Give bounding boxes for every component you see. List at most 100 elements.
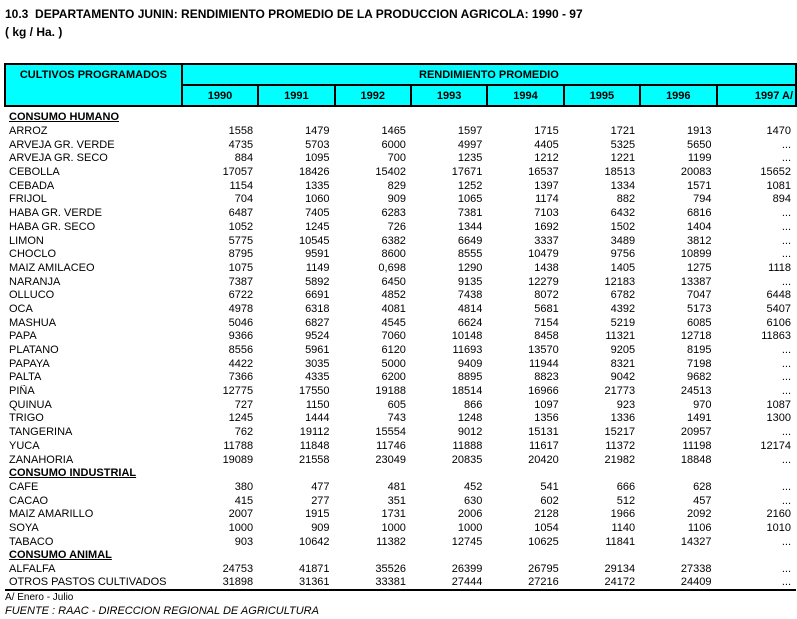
- value-cell: 6000: [381, 138, 406, 151]
- crop-label: CAFE: [9, 480, 39, 493]
- value-cell: 27338: [680, 563, 712, 576]
- value-cell: 4335: [305, 371, 330, 384]
- value-cell: 27444: [410, 576, 488, 592]
- value-cell: 4392: [610, 302, 636, 315]
- value-cell: 12718: [680, 330, 712, 343]
- value-cell: 5703: [305, 138, 330, 151]
- value-cell: 6085: [687, 316, 712, 329]
- header-row-years: 1990 1991 1992 1993 1994 1995 1996 1997 A/: [5, 84, 797, 107]
- value-cell: 6448: [766, 289, 791, 302]
- crop-row: OCA 4978 6318 4081 4814 5681 4392 5173 5407: [5, 303, 796, 317]
- value-cell: 7366: [228, 371, 254, 384]
- value-cell: 3812: [687, 234, 712, 247]
- value-cell: 1721: [610, 125, 636, 138]
- value-cell: 17550: [298, 385, 330, 398]
- value-cell: 6318: [305, 302, 330, 315]
- value-cell: 6432: [610, 207, 636, 220]
- value-cell: 11841: [605, 535, 636, 548]
- value-cell: 7405: [305, 207, 330, 220]
- value-cell: 4735: [228, 138, 254, 151]
- value-cell: 4978: [228, 302, 254, 315]
- value-cell: 5961: [305, 344, 330, 357]
- value-cell: 700: [387, 152, 406, 165]
- value-cell: 6200: [381, 371, 406, 384]
- value-cell: 8600: [381, 248, 406, 261]
- crop-row: ARVEJA GR. SECO 884 1095 700 1235 1212 1221 119…: [5, 152, 796, 166]
- crop-row: HABA GR. SECO 1052 1245 726 1344 1692 1502 1404…: [5, 221, 796, 235]
- value-cell: ...: [781, 563, 791, 576]
- value-cell: 1397: [534, 179, 559, 192]
- value-cell: 7103: [534, 207, 559, 220]
- value-cell: 1558: [228, 125, 254, 138]
- value-cell: 26795: [528, 563, 559, 576]
- crop-row: CAFE 380 477 481 452 541 666 628...: [5, 481, 796, 495]
- value-cell: 11746: [376, 439, 406, 452]
- value-cell: 1000: [381, 521, 406, 534]
- value-cell: 12183: [604, 275, 636, 288]
- value-cell: 17671: [451, 166, 483, 179]
- value-cell: 1731: [381, 508, 406, 521]
- crop-row: FRIJOL 704 1060 909 1065 1174 882 794 894: [5, 193, 796, 207]
- crop-label: TANGERINA: [9, 426, 73, 439]
- value-cell: 1336: [610, 412, 636, 425]
- crop-label: OTROS PASTOS CULTIVADOS: [5, 576, 182, 592]
- value-cell: 24409: [640, 576, 717, 592]
- value-cell: 0,698: [378, 261, 406, 274]
- value-cell: 351: [387, 494, 406, 507]
- value-cell: 1252: [457, 179, 483, 192]
- value-cell: 1118: [768, 261, 791, 274]
- value-cell: 6827: [305, 316, 330, 329]
- crop-label: ALFALFA: [9, 563, 56, 576]
- crop-row: TRIGO 1245 1444 743 1248 1356 1336 1491 1300: [5, 412, 796, 426]
- crop-row: OTROS PASTOS CULTIVADOS 31898 31361 33381 27…: [5, 576, 796, 592]
- crop-label: MASHUA: [9, 316, 57, 329]
- value-cell: 7381: [457, 207, 483, 220]
- value-cell: 5325: [610, 138, 636, 151]
- value-cell: 20420: [528, 453, 559, 466]
- value-cell: 9591: [305, 248, 330, 261]
- value-cell: ...: [781, 207, 791, 220]
- crop-row: YUCA 11788 11848 11746 11888 11617 11372 11198 1…: [5, 440, 796, 454]
- value-cell: 1149: [305, 261, 330, 274]
- value-cell: 1915: [305, 508, 330, 521]
- crop-label: NARANJA: [9, 275, 61, 288]
- year-header-1993: 1993: [409, 84, 489, 107]
- value-cell: 5219: [610, 316, 636, 329]
- crop-row: ARROZ 1558 1479 1465 1597 1715 1721 1913 1470: [5, 125, 796, 139]
- crop-label: HABA GR. VERDE: [9, 207, 102, 220]
- crop-label: PAPA: [9, 330, 37, 343]
- crop-row: MASHUA 5046 6827 4545 6624 7154 5219 6085 6106: [5, 316, 796, 330]
- value-cell: 7154: [534, 316, 559, 329]
- value-cell: 1571: [687, 179, 712, 192]
- crop-label: ARROZ: [9, 125, 48, 138]
- value-cell: 8195: [687, 344, 712, 357]
- value-cell: 11321: [605, 330, 636, 343]
- crop-row: SOYA 1000 909 1000 1000 1054 1140 1106 1010: [5, 522, 796, 536]
- value-cell: 6120: [381, 344, 406, 357]
- value-cell: 31361: [258, 576, 335, 592]
- value-cell: 1335: [305, 179, 330, 192]
- value-cell: 1465: [381, 125, 406, 138]
- value-cell: 1344: [457, 220, 483, 233]
- value-cell: 1300: [766, 412, 791, 425]
- value-cell: 512: [616, 494, 636, 507]
- value-cell: ...: [781, 494, 791, 507]
- section-title: CONSUMO ANIMAL: [9, 549, 112, 562]
- value-cell: 10545: [298, 234, 330, 247]
- value-cell: 1356: [534, 412, 559, 425]
- value-cell: 24513: [680, 385, 712, 398]
- value-cell: 15554: [375, 426, 406, 439]
- value-cell: 12775: [222, 385, 254, 398]
- value-cell: 8823: [534, 371, 559, 384]
- crop-label: CACAO: [9, 494, 49, 507]
- value-cell: 1438: [534, 261, 559, 274]
- footnote: A/ Enero - Julio: [5, 592, 74, 603]
- year-header-1997-a-: 1997 A/: [715, 84, 797, 107]
- value-cell: 26399: [451, 563, 483, 576]
- value-cell: 29134: [604, 563, 636, 576]
- value-cell: 8458: [534, 330, 559, 343]
- crop-row: OLLUCO 6722 6691 4852 7438 8072 6782 7047 6448: [5, 289, 796, 303]
- value-cell: 2092: [687, 508, 712, 521]
- value-cell: 1154: [229, 179, 254, 192]
- value-cell: 5407: [766, 302, 791, 315]
